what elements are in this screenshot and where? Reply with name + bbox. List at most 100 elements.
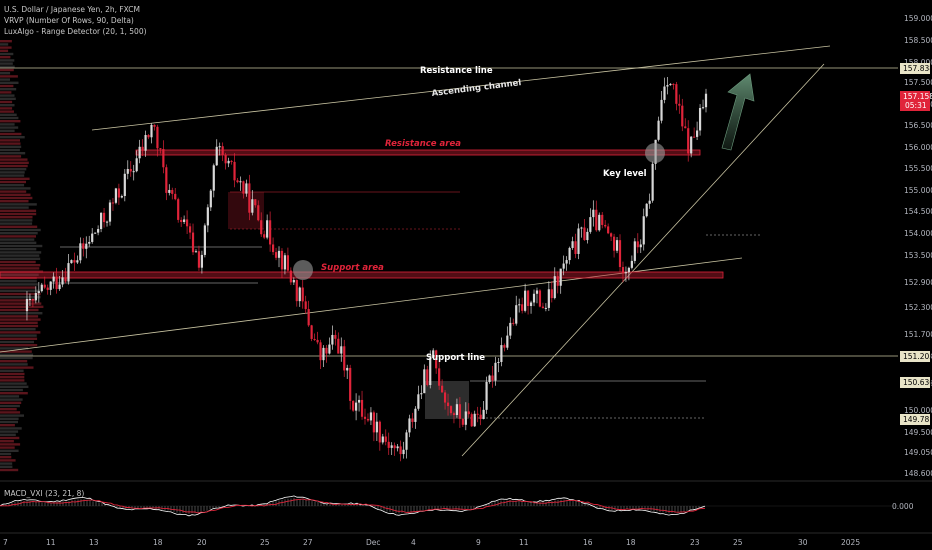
candle-body — [61, 277, 64, 285]
candle-body — [420, 393, 423, 395]
candle-body — [666, 85, 669, 87]
volume-profile-bar — [0, 356, 33, 360]
volume-profile-bar — [0, 452, 12, 456]
candle-body — [88, 241, 91, 244]
support-price-badge: 151.203 — [900, 351, 932, 362]
candle-body — [346, 367, 349, 371]
volume-profile-bar — [0, 344, 38, 347]
time-tick: 25 — [260, 538, 270, 547]
candle-body — [79, 243, 82, 261]
candle-body — [583, 227, 586, 241]
candle-body — [91, 233, 94, 242]
candle-body — [185, 219, 189, 227]
volume-profile-bar — [0, 142, 21, 145]
candle-body — [286, 255, 290, 271]
volume-profile-bar — [0, 132, 22, 136]
price-tick: 149.050 — [904, 448, 932, 457]
volume-profile-bar — [0, 113, 17, 116]
price-tick: 159.000 — [904, 14, 932, 23]
volume-profile-bar — [0, 315, 39, 318]
candle-body — [633, 241, 636, 261]
volume-profile-bar — [0, 180, 26, 184]
candle-body — [580, 227, 583, 229]
volume-profile-bar — [0, 385, 29, 388]
candle-body — [589, 217, 592, 232]
price-tick: 158.500 — [904, 36, 932, 45]
candle-body — [390, 445, 393, 448]
candle-body — [538, 290, 542, 307]
volume-profile-bar — [0, 411, 21, 414]
volume-profile-bar — [0, 120, 21, 123]
volume-profile-bar — [0, 436, 20, 440]
candle-body — [37, 291, 40, 294]
channel-lower-line — [0, 257, 743, 353]
candle-body — [126, 169, 129, 174]
volume-profile-bar — [0, 318, 41, 321]
candle-body — [52, 276, 55, 282]
candle-body — [271, 244, 275, 253]
volume-profile-bar — [0, 440, 14, 443]
time-tick: 7 — [3, 538, 8, 547]
time-tick: 11 — [46, 538, 56, 547]
volume-profile-bar — [0, 206, 29, 209]
candle-body — [94, 232, 97, 234]
key-level-marker — [645, 143, 665, 163]
svg-text:150.636: 150.636 — [903, 378, 932, 387]
volume-profile-bar — [0, 94, 15, 97]
candle-body — [411, 418, 414, 422]
candle-body — [97, 229, 100, 233]
candle-body — [470, 414, 473, 427]
volume-profile-bar — [0, 46, 12, 49]
candle-body — [257, 205, 260, 221]
candle-body — [426, 369, 429, 386]
price-tick: 154.500 — [904, 207, 932, 216]
candle-body — [224, 155, 227, 164]
candle-body — [627, 267, 631, 273]
candle-body — [313, 338, 316, 340]
candle-body — [165, 167, 168, 193]
key-level-label: Key level — [603, 169, 647, 179]
candle-body — [488, 375, 491, 382]
time-tick: 18 — [626, 538, 636, 547]
candle-body — [396, 446, 399, 449]
volume-profile-bar — [0, 88, 17, 91]
candle-body — [607, 226, 610, 234]
volume-profile-bar — [0, 187, 31, 190]
volume-profile-bar — [0, 414, 24, 417]
candle-body — [491, 375, 494, 381]
candle-body — [612, 236, 616, 251]
candle-body — [366, 418, 370, 421]
time-tick: 13 — [89, 538, 99, 547]
candle-body — [615, 240, 619, 251]
candle-body — [372, 412, 375, 433]
svg-text:157.838: 157.838 — [903, 64, 932, 73]
candle-body — [171, 189, 174, 194]
volume-profile-bar — [0, 104, 15, 107]
candle-body — [111, 202, 115, 204]
time-tick: 18 — [153, 538, 163, 547]
candle-body — [574, 241, 577, 254]
volume-profile-bar — [0, 264, 41, 267]
candle-body — [102, 212, 106, 223]
candle-body — [476, 413, 479, 415]
volume-profile-bar — [0, 235, 36, 238]
volume-profile-bar — [0, 116, 19, 120]
volume-profile-bar — [0, 216, 33, 219]
volume-profile-bar — [0, 408, 17, 411]
candle-body — [135, 158, 138, 172]
candle-body — [212, 165, 215, 191]
candle-body — [414, 408, 417, 422]
candle-body — [248, 183, 251, 213]
price-tick: 148.600 — [904, 469, 932, 478]
volume-profile-bar — [0, 308, 39, 312]
time-tick: 9 — [476, 538, 481, 547]
support-area-label: Support area — [321, 263, 384, 273]
volume-profile-bar — [0, 312, 43, 315]
volume-profile-bar — [0, 225, 38, 228]
volume-profile-bar — [0, 228, 41, 232]
candle-body — [120, 195, 123, 198]
candle-body — [586, 231, 589, 241]
volume-profile-bar — [0, 81, 19, 84]
svg-text:05:31: 05:31 — [905, 101, 927, 110]
candle-body — [177, 199, 180, 220]
